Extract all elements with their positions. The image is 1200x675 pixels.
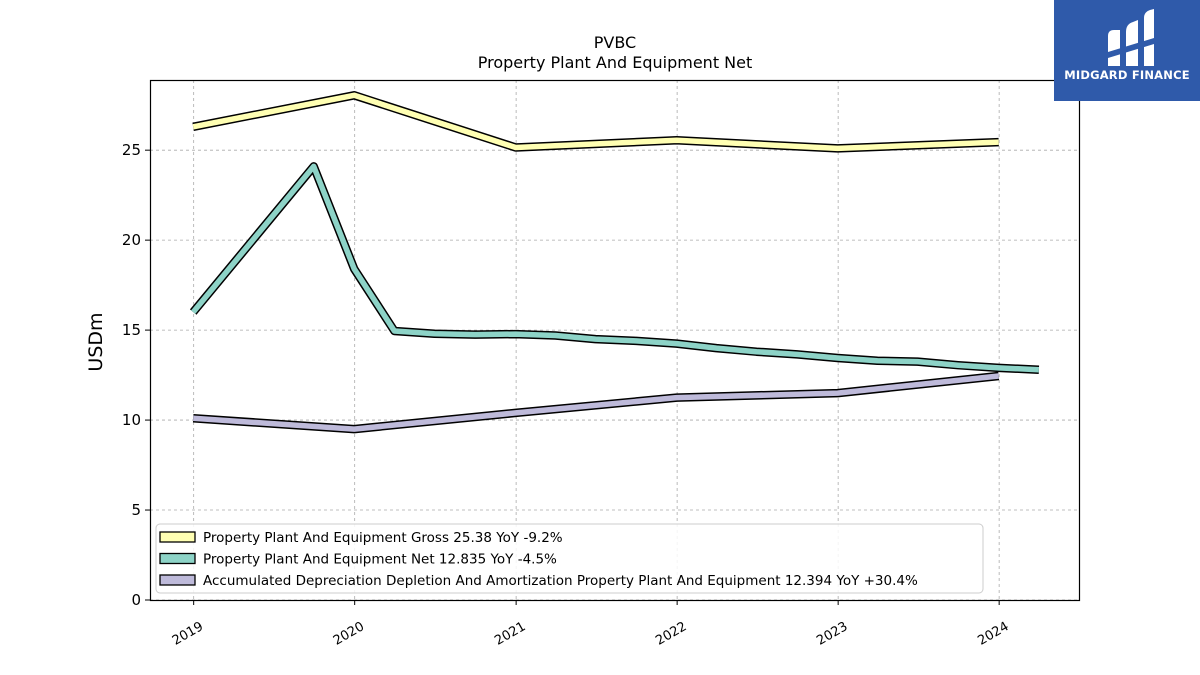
y-tick-label: 10	[122, 411, 141, 429]
chart-title: PVBC	[594, 33, 636, 52]
x-tick-label: 2021	[492, 619, 528, 649]
plot-frame	[149, 79, 1081, 602]
series-layer	[189, 91, 1040, 434]
series-line	[191, 163, 1040, 373]
legend-label: Property Plant And Equipment Gross 25.38…	[203, 530, 563, 546]
series-line	[192, 92, 999, 152]
grid	[150, 80, 1079, 601]
x-tick-label: 2019	[170, 619, 206, 649]
legend-swatch	[159, 531, 196, 543]
x-tick-label: 2020	[331, 619, 367, 649]
y-tick-label: 20	[122, 231, 141, 249]
y-tick-label: 25	[122, 141, 141, 159]
legend-box	[155, 523, 984, 594]
x-tick-label: 2022	[653, 619, 689, 649]
series-line	[193, 373, 999, 432]
y-axis-label: USDm	[85, 312, 107, 371]
legend-label: Accumulated Depreciation Depletion And A…	[203, 573, 918, 589]
legend-swatch	[159, 574, 196, 586]
y-tick-label: 0	[131, 591, 141, 609]
chart-subtitle: Property Plant And Equipment Net	[478, 53, 753, 72]
midgard-logo-icon	[1108, 9, 1154, 66]
y-tick-label: 15	[122, 321, 141, 339]
brand-name: MIDGARD FINANCE	[1064, 68, 1190, 82]
y-tick-label: 5	[131, 501, 141, 519]
legend-swatch	[159, 552, 196, 565]
x-tick-label: 2023	[814, 619, 850, 649]
legend: Property Plant And Equipment Gross 25.38…	[155, 523, 984, 594]
legend-label: Property Plant And Equipment Net 12.835 …	[203, 552, 557, 568]
brand-logo: MIDGARD FINANCE	[1054, 0, 1200, 101]
x-tick-label: 2024	[975, 619, 1011, 649]
